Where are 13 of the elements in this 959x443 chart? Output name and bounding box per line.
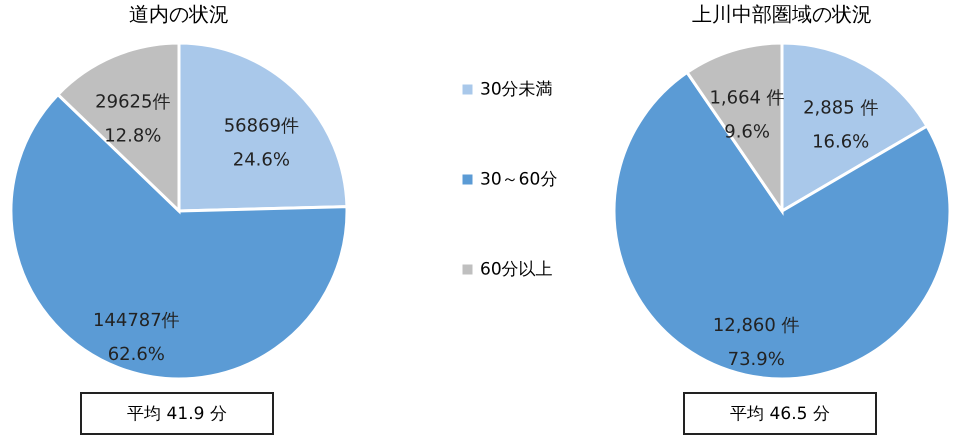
data-label: 144787件 62.6%	[92, 310, 180, 366]
chart-title: 道内の状況	[129, 2, 229, 26]
data-label: 12,860 件 73.9%	[712, 315, 800, 370]
chart-title: 上川中部圏域の状況	[692, 2, 872, 26]
text: 平均 46.5 分	[683, 392, 877, 435]
legend-label: 30～60分	[480, 170, 558, 190]
data-label: 29625件 12.8%	[95, 91, 170, 146]
legend-label: 60分以上	[480, 260, 553, 280]
text: 平均 41.9 分	[80, 392, 274, 435]
legend-label: 30分未満	[480, 80, 553, 100]
data-label: 56869件 24.6%	[224, 115, 299, 170]
data-label: 1,664 件 9.6%	[709, 87, 785, 142]
data-label: 2,885 件 16.6%	[803, 98, 878, 153]
